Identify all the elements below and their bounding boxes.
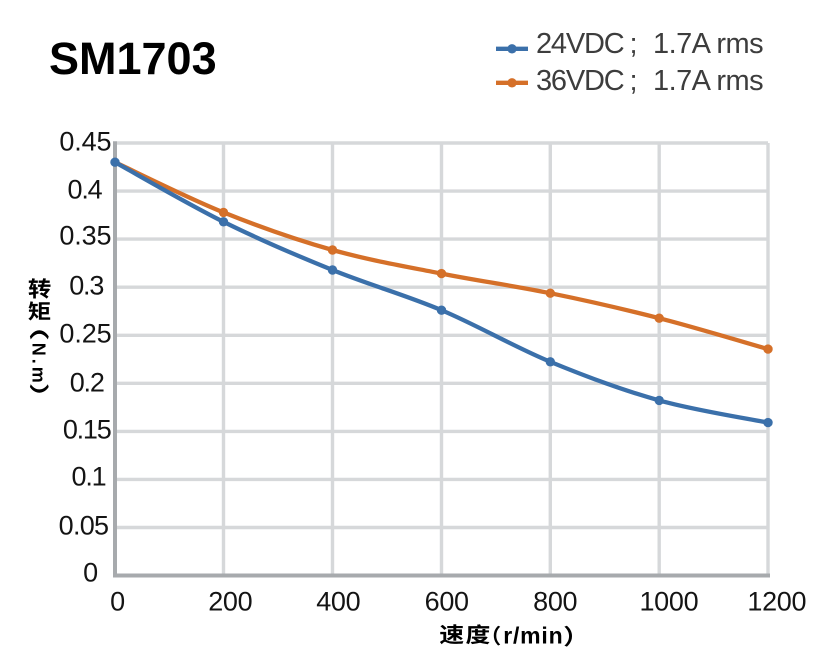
svg-text:r/min: r/min <box>503 622 563 648</box>
svg-text:N.m: N.m <box>29 343 49 386</box>
